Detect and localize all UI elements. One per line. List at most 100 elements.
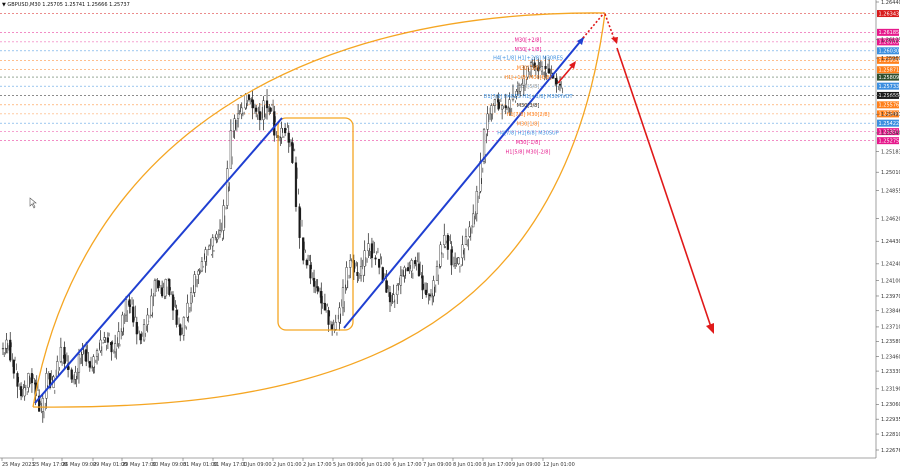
candle (544, 56, 547, 79)
x-tick-label: 25 May 17:00 (33, 462, 67, 468)
candle (305, 258, 308, 269)
candle (349, 254, 352, 279)
level-label: M30[+2/8] (515, 37, 542, 43)
candle (204, 246, 207, 273)
price-tag: 1.25655 (877, 91, 899, 99)
candle (121, 311, 124, 336)
candle (461, 235, 464, 266)
candle (218, 219, 222, 238)
y-tick-label: 1.24855 (881, 188, 900, 194)
y-tick-label: 1.24100 (881, 278, 900, 284)
level-label: H1[5/8] M30[-2/8] (506, 149, 551, 155)
y-tick-label: 1.25340 (881, 131, 900, 137)
x-tick-label: 1 Jun 09:00 (243, 462, 272, 468)
candle (486, 106, 489, 137)
candle (229, 119, 232, 169)
candle (540, 61, 544, 76)
candle (468, 221, 471, 238)
svg-text:1.25351: 1.25351 (879, 129, 900, 135)
candle (215, 231, 218, 244)
candle (446, 233, 449, 260)
candle (392, 284, 395, 303)
candle (117, 322, 120, 349)
candle (16, 371, 19, 399)
candle (378, 258, 381, 275)
red-arrow-long (616, 47, 713, 331)
candle (370, 237, 374, 268)
candle (425, 282, 428, 298)
candle (70, 367, 73, 383)
candle (175, 304, 178, 328)
y-tick-label: 1.25010 (881, 170, 900, 176)
candle (208, 244, 211, 250)
svg-text:1.26343: 1.26343 (879, 11, 900, 17)
candle (406, 262, 410, 272)
y-tick-label: 1.23460 (881, 354, 900, 360)
candle (331, 321, 334, 336)
candle (555, 73, 558, 93)
price-tag: 1.26343 (877, 10, 899, 17)
price-tag: 1.25809 (877, 73, 899, 81)
candle (558, 76, 562, 92)
candle (150, 288, 153, 317)
candle (182, 316, 185, 341)
candle (345, 261, 348, 291)
x-tick-label: 2 Jun 01:00 (273, 462, 302, 468)
y-tick-label: 1.26125 (881, 37, 900, 43)
candle (396, 283, 399, 304)
candle (475, 185, 478, 222)
y-tick-label: 1.25969 (881, 56, 900, 62)
y-tick-label: 1.24240 (881, 262, 900, 268)
candle (171, 291, 175, 320)
candle (106, 332, 109, 349)
y-tick-label: 1.23060 (881, 402, 900, 408)
x-tick-label: 9 Jun 09:00 (512, 462, 541, 468)
candle (247, 93, 251, 102)
y-tick-label: 1.23846 (881, 309, 900, 315)
y-tick-label: 1.24430 (881, 239, 900, 245)
svg-text:1.25733: 1.25733 (879, 84, 900, 90)
x-tick-label: 6 Jun 17:00 (393, 462, 422, 468)
candle (338, 302, 341, 331)
candle (504, 93, 507, 115)
candle (95, 348, 99, 365)
candle (490, 103, 493, 122)
y-tick-label: 1.25497 (881, 112, 900, 118)
blue-trend-2 (343, 36, 585, 329)
candle (5, 333, 8, 354)
candle (77, 348, 81, 384)
blue-arrow-head (577, 37, 584, 45)
svg-text:1.25275: 1.25275 (879, 138, 900, 144)
svg-text:1.26030: 1.26030 (879, 49, 900, 55)
y-tick-label: 1.23970 (881, 294, 900, 300)
candle (367, 233, 370, 258)
candle (41, 395, 44, 423)
x-tick-label: 8 Jun 01:00 (453, 462, 482, 468)
candle (537, 57, 540, 80)
x-tick-label: 31 May 01:00 (183, 462, 217, 468)
candle (294, 156, 298, 212)
candle (63, 341, 66, 369)
candle (493, 98, 496, 113)
candle (421, 264, 424, 299)
x-tick-label: 7 Jun 09:00 (423, 462, 452, 468)
level-label: M30[5/8] (517, 84, 540, 90)
red-dotted-down (604, 13, 616, 42)
candle (139, 333, 142, 345)
y-tick-label: 1.25654 (881, 93, 900, 99)
candle (128, 292, 131, 314)
candle (497, 92, 500, 111)
candle (280, 121, 283, 144)
candle (454, 252, 457, 269)
svg-text:1.25500: 1.25500 (879, 112, 900, 118)
candle (302, 237, 305, 265)
level-label: H1[+1/8] M30[6/8] (504, 75, 551, 81)
candle (226, 160, 229, 210)
x-tick-label: 25 May 2023 (2, 462, 35, 468)
candle (284, 123, 287, 137)
y-tick-label: 1.22810 (881, 432, 900, 438)
candle (439, 241, 442, 269)
candle (410, 258, 413, 279)
candle (472, 204, 475, 228)
